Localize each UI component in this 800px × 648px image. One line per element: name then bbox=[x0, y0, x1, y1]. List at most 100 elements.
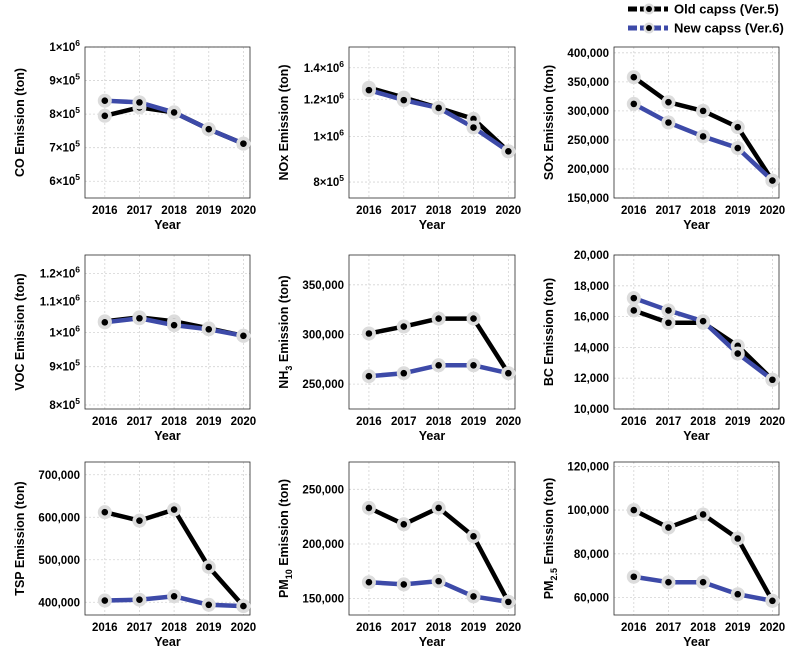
x-tick-label: 2019 bbox=[196, 416, 222, 428]
y-tick-label: 250,000 bbox=[302, 379, 344, 391]
y-tick-label: 250,000 bbox=[302, 484, 344, 496]
y-axis-label: BC Emission (ton) bbox=[542, 278, 556, 386]
data-point-old bbox=[734, 535, 742, 542]
y-tick-mantissa: 9×10 bbox=[49, 362, 75, 374]
data-point-new bbox=[699, 133, 707, 140]
data-point-new bbox=[734, 590, 742, 598]
x-tick-label: 2016 bbox=[92, 416, 118, 428]
x-axis-label: Year bbox=[683, 218, 710, 232]
y-tick-label: 14,000 bbox=[574, 342, 609, 354]
data-point-old bbox=[630, 73, 638, 81]
data-point-new bbox=[630, 294, 638, 302]
plot-frame bbox=[613, 461, 780, 616]
data-point-new bbox=[665, 578, 672, 586]
y-tick-label: 10,000 bbox=[574, 404, 609, 416]
x-tick-label: 2016 bbox=[621, 416, 647, 428]
data-point-new bbox=[769, 597, 776, 605]
y-label-main: PM bbox=[277, 579, 291, 598]
y-tick-label: 7×105 bbox=[49, 139, 80, 155]
y-tick-exponent: 5 bbox=[75, 396, 80, 406]
y-tick-exponent: 6 bbox=[339, 59, 344, 69]
y-tick-label: 600,000 bbox=[38, 512, 80, 524]
y-tick-mantissa: 8×10 bbox=[49, 400, 75, 412]
legend-item-new: New capss (Ver.6) bbox=[628, 21, 784, 36]
data-point-new bbox=[630, 100, 638, 108]
x-tick-label: 2017 bbox=[127, 416, 153, 428]
y-tick-label: 700,000 bbox=[38, 470, 80, 482]
y-tick-label: 150,000 bbox=[302, 594, 344, 606]
y-label-main: PM bbox=[542, 581, 556, 600]
y-axis-label: PM2.5 Emission (ton) bbox=[542, 478, 559, 600]
data-point-old bbox=[435, 504, 442, 512]
y-tick-label: 1.2×106 bbox=[304, 90, 345, 106]
x-tick-label: 2020 bbox=[760, 205, 786, 217]
data-point-new bbox=[505, 148, 512, 155]
x-tick-label: 2020 bbox=[496, 622, 522, 634]
data-point-old bbox=[630, 506, 638, 514]
x-tick-label: 2019 bbox=[725, 622, 751, 634]
y-tick-label: 350,000 bbox=[302, 280, 344, 292]
x-tick-label: 2018 bbox=[690, 205, 716, 217]
data-point-new bbox=[205, 601, 213, 609]
data-point-new bbox=[435, 104, 442, 112]
y-tick-exponent: 5 bbox=[75, 72, 80, 82]
data-point-old bbox=[470, 115, 477, 123]
x-tick-label: 2016 bbox=[356, 622, 382, 634]
x-tick-label: 2016 bbox=[92, 205, 118, 217]
data-point-new bbox=[699, 578, 707, 586]
data-point-new bbox=[365, 372, 373, 380]
x-tick-label: 2020 bbox=[496, 205, 522, 217]
y-tick-label: 1×106 bbox=[313, 128, 344, 144]
data-point-new bbox=[505, 598, 512, 606]
y-tick-label: 8×105 bbox=[49, 105, 80, 121]
data-point-new bbox=[734, 350, 742, 357]
x-axis-label: Year bbox=[154, 635, 181, 648]
plot-frame bbox=[84, 254, 251, 410]
y-tick-label: 1.2×106 bbox=[40, 264, 81, 280]
y-label-tail: Emission (ton) bbox=[542, 478, 556, 568]
x-tick-label: 2017 bbox=[391, 205, 417, 217]
data-point-new bbox=[769, 177, 776, 184]
x-tick-label: 2019 bbox=[461, 416, 487, 428]
y-axis-label: VOC Emission (ton) bbox=[13, 273, 27, 390]
x-tick-label: 2020 bbox=[760, 416, 786, 428]
data-point-old bbox=[665, 524, 672, 531]
data-point-new bbox=[240, 140, 247, 147]
y-tick-label: 400,000 bbox=[38, 597, 80, 609]
y-tick-label: 6×105 bbox=[49, 172, 80, 188]
y-label-subscript: 3 bbox=[284, 366, 294, 371]
y-tick-label: 8×105 bbox=[313, 173, 344, 189]
data-point-new bbox=[205, 326, 213, 333]
data-point-new bbox=[435, 361, 442, 369]
data-point-new bbox=[136, 99, 143, 106]
panel-sox: 150,000 200,000 250,000 300,000 350,000 400,0… bbox=[542, 46, 786, 232]
x-axis-label: Year bbox=[419, 429, 446, 443]
y-tick-mantissa: 1.2×10 bbox=[40, 268, 76, 280]
y-label-tail: Emission (ton) bbox=[277, 275, 291, 365]
y-axis-label: TSP Emission (ton) bbox=[13, 481, 27, 595]
x-tick-label: 2019 bbox=[725, 205, 751, 217]
data-point-old bbox=[365, 330, 373, 337]
data-point-old bbox=[470, 533, 477, 540]
x-tick-label: 2018 bbox=[426, 205, 452, 217]
x-tick-label: 2018 bbox=[690, 622, 716, 634]
y-tick-exponent: 5 bbox=[75, 139, 80, 149]
y-tick-label: 200,000 bbox=[567, 164, 609, 176]
data-point-new bbox=[170, 321, 178, 329]
y-tick-mantissa: 7×10 bbox=[49, 143, 75, 155]
x-axis-label: Year bbox=[154, 429, 181, 443]
y-tick-exponent: 6 bbox=[75, 293, 80, 303]
data-point-old bbox=[101, 508, 109, 516]
x-tick-label: 2016 bbox=[621, 622, 647, 634]
data-point-new bbox=[136, 596, 143, 603]
data-point-old bbox=[365, 504, 373, 512]
y-tick-label: 200,000 bbox=[302, 539, 344, 551]
y-axis-label: CO Emission (ton) bbox=[13, 68, 27, 177]
data-point-old bbox=[170, 506, 178, 513]
plot-frame bbox=[348, 46, 516, 199]
x-tick-label: 2017 bbox=[127, 622, 153, 634]
y-tick-exponent: 5 bbox=[75, 358, 80, 368]
plot-frame bbox=[84, 461, 251, 616]
